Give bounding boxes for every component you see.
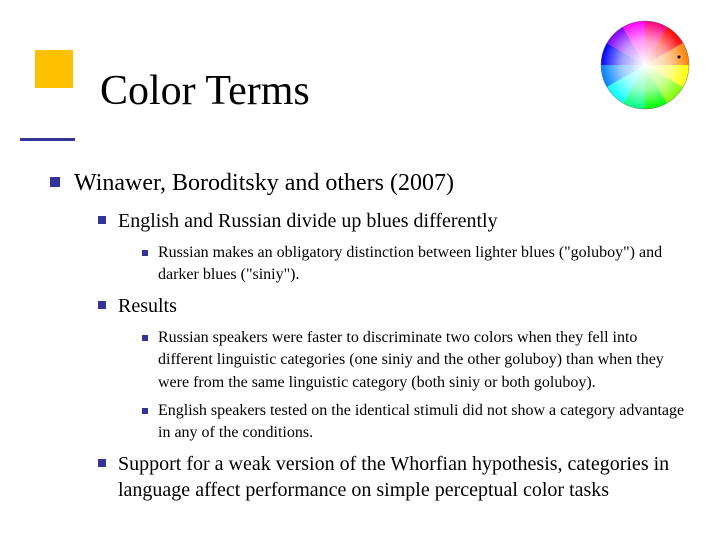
l2-text: English and Russian divide up blues diff… (118, 208, 498, 234)
color-wheel-icon (595, 15, 695, 115)
square-bullet-icon (50, 177, 60, 187)
bullet-l2: English and Russian divide up blues diff… (98, 208, 690, 234)
square-bullet-icon (98, 216, 106, 224)
bullet-l2: Results (98, 293, 690, 319)
bullet-l3: English speakers tested on the identical… (142, 400, 690, 445)
square-bullet-icon (142, 408, 148, 414)
content-block: Winawer, Boroditsky and others (2007) En… (50, 168, 690, 511)
l2-text: Results (118, 293, 177, 319)
bullet-l2: Support for a weak version of the Whorfi… (98, 451, 690, 503)
slide-title: Color Terms (100, 70, 310, 112)
slide: Color Terms (0, 0, 720, 540)
bullet-l3: Russian speakers were faster to discrimi… (142, 327, 690, 394)
l3-text: English speakers tested on the identical… (158, 400, 690, 445)
square-bullet-icon (142, 335, 148, 341)
l2-text: Support for a weak version of the Whorfi… (118, 451, 690, 503)
bullet-l1: Winawer, Boroditsky and others (2007) (50, 168, 690, 198)
square-bullet-icon (142, 250, 148, 256)
title-underline (20, 138, 75, 141)
l1-text: Winawer, Boroditsky and others (2007) (74, 168, 454, 198)
l3-text: Russian makes an obligatory distinction … (158, 242, 690, 287)
square-bullet-icon (98, 459, 106, 467)
square-bullet-icon (98, 301, 106, 309)
title-accent-box (35, 50, 73, 88)
l3-text: Russian speakers were faster to discrimi… (158, 327, 690, 394)
bullet-l3: Russian makes an obligatory distinction … (142, 242, 690, 287)
